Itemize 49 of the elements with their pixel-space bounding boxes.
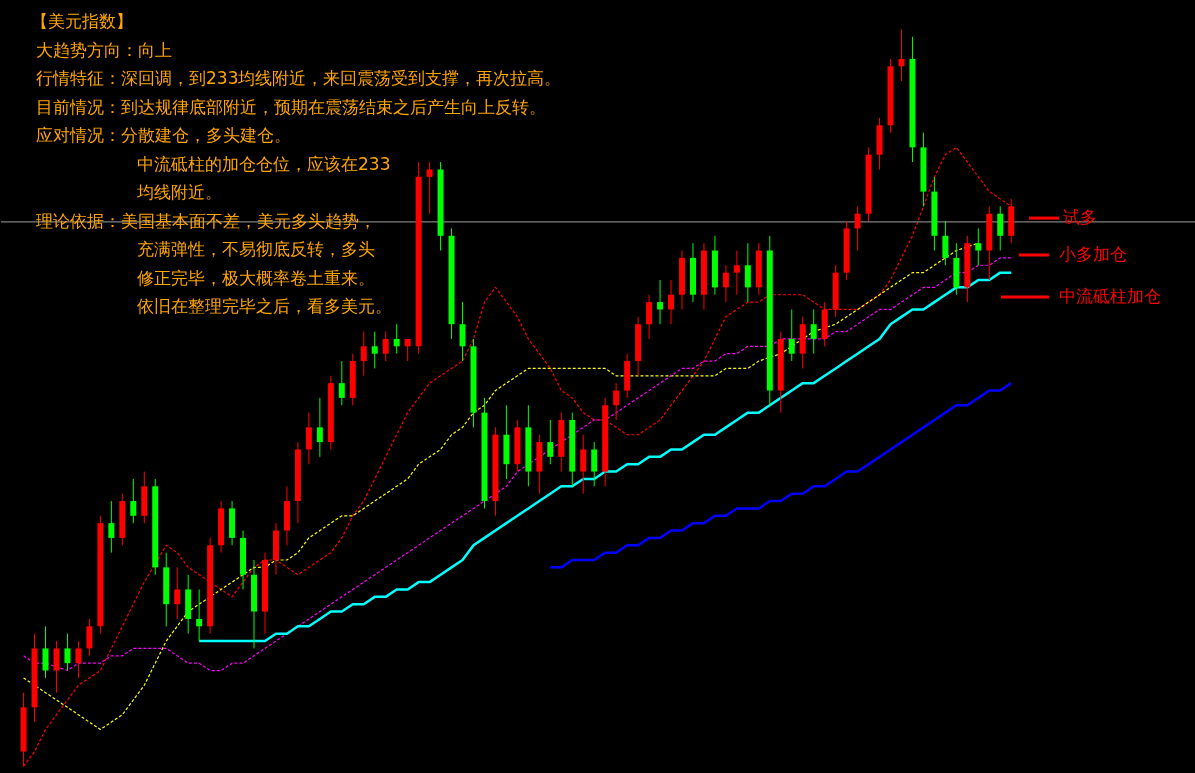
candlestick (360, 331, 367, 377)
candlestick (86, 618, 93, 657)
candlestick (53, 640, 60, 694)
candlestick (668, 279, 675, 325)
candlestick (338, 360, 345, 406)
candlestick (788, 308, 795, 362)
candlestick (580, 434, 587, 495)
candlestick (898, 28, 905, 82)
candlestick (591, 441, 598, 487)
candlestick (42, 625, 49, 679)
candlestick (108, 500, 115, 554)
text: 小多加仓 (1059, 244, 1127, 264)
candlestick (371, 331, 378, 369)
annotation: 修正完毕，极大概率卷土重来。 (137, 267, 375, 288)
annotation: 行情特征：深回调，到233均线附近，来回震荡受到支撑，再次拉高。 (36, 68, 562, 88)
candlestick (722, 264, 729, 303)
candlestick (997, 205, 1004, 252)
annotation: 充满弹性，不易彻底反转，多头 (137, 239, 375, 259)
annotation: 目前情况：到达规律底部附近，预期在震荡结束之后产生向上反转。 (36, 96, 546, 117)
candlestick (174, 566, 181, 620)
candlestick (657, 279, 664, 325)
annotation: 理论依据：美国基本面不差，美元多头趋势， (36, 210, 376, 231)
chart-title: 【美元指数】 (31, 11, 133, 31)
annotation: 均线附近。 (136, 182, 222, 202)
candlestick (744, 242, 751, 303)
candlestick (196, 588, 203, 642)
candlestick (547, 419, 554, 465)
text: 中流砥柱加仓 (1059, 286, 1161, 306)
candlestick (854, 205, 861, 252)
candlestick (942, 220, 949, 266)
candlestick (130, 478, 137, 524)
candlestick (382, 331, 389, 362)
candlestick (393, 323, 400, 355)
candlestick (316, 397, 323, 458)
annotation: 试多 (1063, 207, 1097, 228)
annotation: 中流砥柱的加仓仓位，应该在233 (137, 153, 391, 174)
candlestick (613, 382, 620, 421)
annotation: 应对情况：分散建仓，多头建仓。 (36, 125, 291, 145)
candlestick (305, 412, 312, 465)
candlestick (426, 161, 433, 215)
candlestick (646, 294, 653, 340)
candlestick (810, 308, 817, 355)
candlestick (64, 633, 71, 672)
candlestick (75, 640, 82, 679)
candlestick (733, 250, 740, 296)
annotation: 依旧在整理完毕之后，看多美元。 (137, 296, 392, 316)
candlestick (459, 301, 466, 362)
annotation: 大趋势方向：向上 (36, 39, 172, 60)
candlestick (975, 227, 982, 266)
